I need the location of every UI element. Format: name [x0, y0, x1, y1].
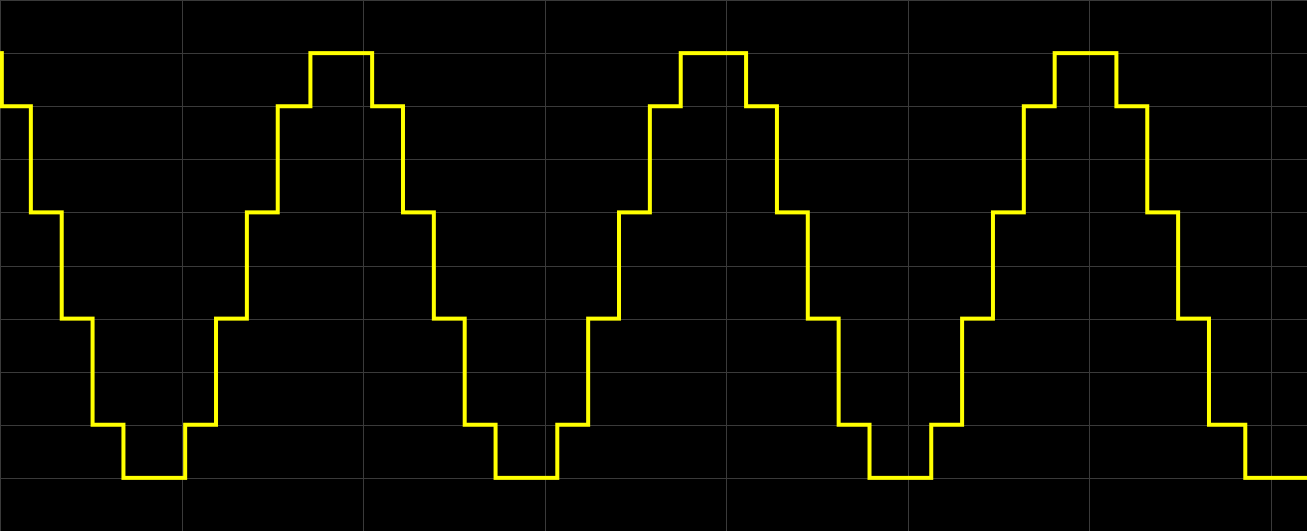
- traces: [0, 51, 1307, 480]
- trace-line: [0, 51, 1307, 480]
